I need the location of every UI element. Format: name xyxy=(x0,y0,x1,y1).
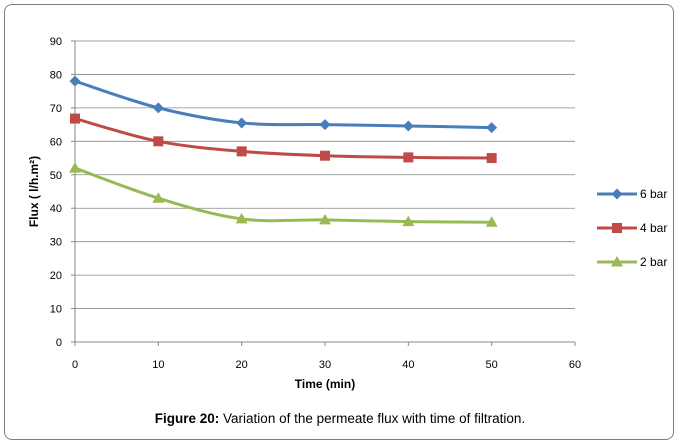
series-0-point-2 xyxy=(236,117,248,129)
y-tick-label-8: 80 xyxy=(50,69,62,81)
caption-label: Figure 20: xyxy=(154,411,220,426)
y-tick-label-9: 90 xyxy=(50,36,62,48)
x-tick-label-2: 20 xyxy=(236,359,248,371)
figure-frame xyxy=(4,4,674,440)
axes xyxy=(71,40,576,346)
series-0-point-3 xyxy=(319,119,331,131)
legend-marker-2 xyxy=(611,256,623,267)
series-group xyxy=(69,75,498,227)
series-2-point-2 xyxy=(235,212,248,224)
legend-label-1: 4 bar xyxy=(640,221,667,235)
series-2-point-0 xyxy=(69,162,81,173)
series-0-point-1 xyxy=(152,102,164,114)
line-chart: 0 10 20 30 40 50 60 70 80 90 0 10 20 30 40 50 60 Time (… xyxy=(27,36,667,391)
x-tick-label-6: 60 xyxy=(569,359,581,371)
y-axis-title: Flux ( l/h.m²) xyxy=(27,156,41,227)
x-tick-label-0: 0 xyxy=(72,359,78,371)
y-tick-label-1: 10 xyxy=(50,304,62,316)
gridlines xyxy=(75,40,575,343)
series-line-0 xyxy=(73,79,494,130)
series-2-point-4 xyxy=(402,215,415,227)
y-tick-label-4: 40 xyxy=(50,203,62,215)
y-tick-label-3: 30 xyxy=(50,237,62,249)
series-1-point-3 xyxy=(320,150,330,161)
figure-caption: Figure 20: Variation of the permeate flu… xyxy=(0,411,680,426)
legend-label-0: 6 bar xyxy=(640,187,667,201)
legend-marker-0 xyxy=(611,188,623,200)
legend-marker-1 xyxy=(612,223,622,233)
series-2-point-1 xyxy=(152,192,165,203)
y-tick-label-7: 70 xyxy=(50,103,62,115)
series-1-point-1 xyxy=(153,136,164,147)
series-1-point-0 xyxy=(70,113,80,124)
series-line-2 xyxy=(73,166,494,224)
y-tick-label-5: 50 xyxy=(50,170,62,182)
x-tick-label-5: 50 xyxy=(486,359,498,371)
series-0-point-0 xyxy=(69,75,81,87)
series-0-point-5 xyxy=(486,122,498,134)
y-tick-label-6: 60 xyxy=(50,136,62,148)
series-1-point-2 xyxy=(236,146,247,157)
y-tick-label-2: 20 xyxy=(50,270,62,282)
series-2-point-3 xyxy=(319,213,331,225)
legend-label-2: 2 bar xyxy=(640,255,667,269)
y-tick-label-0: 0 xyxy=(56,337,62,349)
legend: 6 bar 4 bar 2 bar xyxy=(597,187,667,269)
x-axis-title: Time (min) xyxy=(295,377,355,391)
series-line-1 xyxy=(73,117,494,160)
caption-text: Variation of the permeate flux with time… xyxy=(219,411,526,426)
series-1-point-4 xyxy=(403,152,414,163)
x-tick-label-1: 10 xyxy=(152,359,164,371)
series-2-point-5 xyxy=(485,216,498,227)
x-tick-label-4: 40 xyxy=(402,359,414,371)
x-tick-label-3: 30 xyxy=(319,359,331,371)
series-1-point-5 xyxy=(486,153,497,164)
series-0-point-4 xyxy=(402,120,414,132)
x-tick-labels: 0 10 20 30 40 50 60 xyxy=(72,359,581,371)
y-tick-labels: 0 10 20 30 40 50 60 70 80 90 xyxy=(50,36,62,349)
